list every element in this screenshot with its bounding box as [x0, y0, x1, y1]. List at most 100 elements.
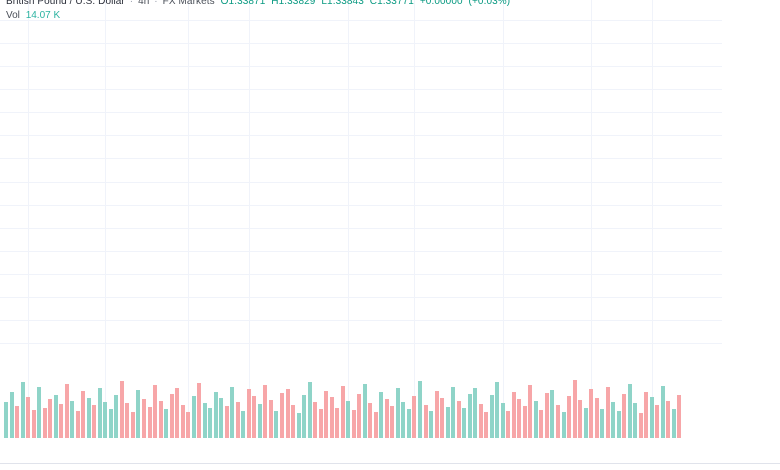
time-gridline [591, 0, 592, 438]
volume-bar [302, 394, 307, 438]
volume-bar [357, 394, 362, 438]
volume-bar [390, 405, 395, 438]
volume-bar [655, 404, 660, 438]
volume-bar [252, 395, 257, 438]
volume-bar [478, 404, 483, 438]
volume-bar [517, 398, 522, 438]
volume-bar [246, 389, 251, 438]
chart-plot-area[interactable] [0, 0, 722, 438]
time-gridline [503, 0, 504, 438]
ohlc-low-label: L [321, 0, 328, 7]
volume-bar [9, 392, 14, 438]
volume-bar [666, 400, 671, 438]
volume-legend-row: Vol 14.07 K [6, 10, 510, 22]
volume-bar [37, 386, 42, 438]
volume-bar [92, 405, 97, 438]
volume-bar [241, 411, 246, 438]
volume-bar [147, 407, 152, 438]
ohlc-high-value: 1.33829 [278, 0, 316, 7]
volume-bar [594, 398, 599, 438]
volume-bar [219, 398, 224, 438]
time-gridline [188, 0, 189, 438]
volume-bar [500, 402, 505, 438]
ohlc-close-label: C [369, 0, 378, 7]
volume-bar [567, 396, 572, 438]
volume-bar [119, 381, 124, 438]
time-gridline [249, 0, 250, 438]
ohlc-high-label: H [271, 0, 279, 7]
volume-bar [406, 409, 411, 438]
time-gridline [348, 0, 349, 438]
volume-bar [230, 387, 235, 438]
volume-bar [622, 394, 627, 438]
time-gridline [652, 0, 653, 438]
volume-bar [268, 399, 273, 438]
volume-bar [53, 394, 58, 438]
volume-bar [31, 409, 36, 438]
volume-bar [340, 385, 345, 438]
symbol-name[interactable]: British Pound / U.S. Dollar [6, 0, 125, 7]
volume-bar [64, 384, 69, 438]
volume-bar [627, 384, 632, 438]
price-gridline [0, 228, 722, 229]
volume-bar [434, 391, 439, 438]
volume-bar [556, 405, 560, 438]
price-gridline [0, 343, 722, 344]
volume-bar [81, 391, 86, 438]
volume-bar [418, 380, 422, 438]
chart-legend: British Pound / U.S. Dollar · 4h · FX Ma… [6, 0, 510, 22]
volume-bar [495, 382, 500, 438]
volume-bar [660, 385, 665, 438]
volume-bar [142, 398, 146, 438]
volume-bar [473, 388, 478, 438]
volume-bar [644, 392, 649, 438]
volume-bar [578, 399, 583, 438]
time-gridline [414, 0, 415, 438]
volume-bar [307, 381, 312, 438]
volume-bar [263, 384, 268, 438]
volume-bar [208, 408, 213, 438]
volume-bar [373, 412, 378, 438]
exchange-label: FX Markets [162, 0, 215, 7]
time-gridline [105, 0, 106, 438]
price-gridline [0, 297, 722, 298]
ohlc-low: L1.33843 [318, 0, 364, 7]
volume-bar [153, 385, 158, 438]
volume-bar [401, 401, 406, 438]
time-axis-divider-bottom [0, 463, 780, 464]
price-axis[interactable] [722, 0, 780, 438]
volume-bar [616, 411, 621, 438]
volume-bar [70, 401, 75, 438]
ohlc-high: H1.33829 [268, 0, 315, 7]
volume-bar [191, 396, 196, 438]
volume-bar [274, 410, 279, 438]
volume-bar [539, 409, 544, 438]
volume-bar [384, 399, 389, 438]
volume-bar [175, 387, 180, 438]
timeframe-label[interactable]: 4h [138, 0, 150, 7]
volume-bar [368, 403, 373, 438]
volume-bar [291, 405, 296, 438]
ohlc-close: C1.33771 [367, 0, 414, 7]
legend-separator-2: · [154, 0, 158, 7]
ohlc-open: O1.33871 [218, 0, 266, 7]
volume-bar [318, 408, 323, 438]
volume-bar [335, 407, 340, 438]
volume-bar [379, 392, 384, 438]
time-axis[interactable] [0, 438, 780, 470]
volume-bar [48, 399, 53, 438]
volume-bar [296, 412, 301, 438]
volume-bar [351, 409, 356, 438]
volume-bar [285, 388, 290, 438]
volume-bar [440, 397, 445, 438]
volume-bar [158, 400, 163, 438]
ohlc-open-value: 1.33871 [228, 0, 266, 7]
symbol-legend-row: British Pound / U.S. Dollar · 4h · FX Ma… [6, 0, 510, 8]
volume-bar [313, 402, 318, 438]
volume-bar [484, 411, 489, 438]
time-gridline [28, 0, 29, 438]
ohlc-change-pct: (+0.03%) [468, 0, 511, 7]
volume-bar [97, 388, 102, 438]
volume-bar [362, 383, 367, 438]
